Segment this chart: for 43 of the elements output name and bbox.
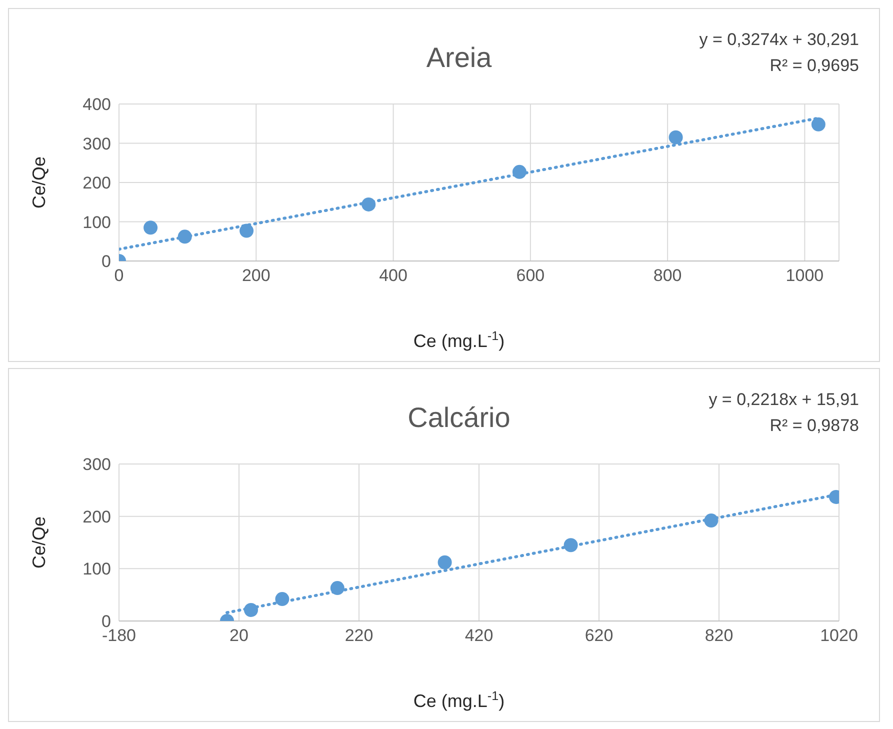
- y-tick-label: 200: [82, 507, 111, 526]
- point: [240, 224, 254, 238]
- x-tick-label: 620: [584, 626, 614, 646]
- point: [362, 197, 376, 212]
- text: R² = 0,9878: [770, 416, 859, 435]
- x-tick-label: 200: [242, 266, 270, 286]
- point: [275, 592, 290, 606]
- point: [178, 230, 192, 244]
- text: y = 0,2218x + 15,91: [708, 390, 859, 409]
- chart-title: Calcário: [408, 402, 510, 433]
- y-tick-label: 300: [82, 455, 111, 474]
- text: y = 0,3274x + 30,291: [699, 30, 859, 49]
- x-tick-label: 1000: [786, 266, 824, 286]
- point: [244, 603, 258, 618]
- y-tick-label: 300: [82, 134, 111, 154]
- x-tick-label: 1020: [820, 626, 858, 646]
- point: [144, 220, 158, 235]
- x-tick-label: 400: [379, 266, 408, 286]
- x-tick-label: 600: [516, 266, 545, 286]
- y-tick-label: 0: [102, 252, 111, 272]
- x-axis-title: Ce (mg.L$^{-1}$): [413, 329, 505, 351]
- point: [811, 117, 826, 132]
- x-axis-title: Ce (mg.L$^{-1}$): [413, 689, 505, 711]
- point: [512, 164, 526, 179]
- y-tick-label: 100: [82, 212, 111, 232]
- point: [438, 555, 452, 570]
- y-tick-label: 100: [82, 560, 111, 579]
- x-tick-label: 0: [114, 266, 124, 286]
- point: [704, 514, 718, 528]
- y-tick-label: 200: [82, 174, 111, 193]
- y-tick-label: 400: [82, 95, 111, 114]
- point: [668, 130, 683, 144]
- y-axis-title: Ce/Qe: [29, 516, 49, 569]
- point: [564, 538, 578, 552]
- x-tick-label: 820: [704, 626, 734, 646]
- x-tick-label: 20: [230, 626, 248, 646]
- y-axis-title: Ce/Qe: [29, 156, 49, 209]
- x-tick-label: 420: [464, 626, 494, 646]
- text: R² = 0,9695: [770, 56, 859, 75]
- x-tick-label: 800: [653, 266, 682, 286]
- point: [330, 581, 344, 596]
- x-tick-label: 220: [344, 626, 374, 646]
- chart-title: Areia: [426, 42, 492, 73]
